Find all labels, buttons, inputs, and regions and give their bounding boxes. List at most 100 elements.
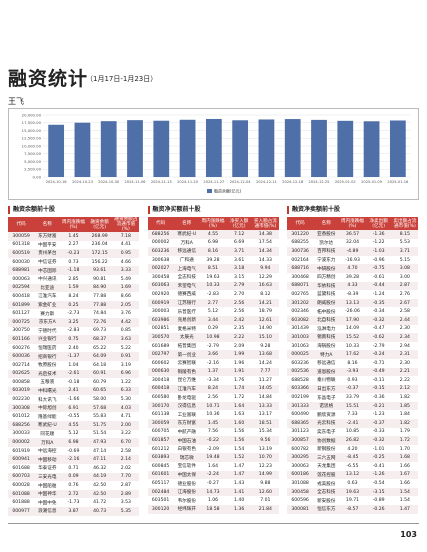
table-cell: 万科A	[180, 240, 193, 246]
table-cell: 300736	[287, 247, 314, 256]
table-cell: -8.39	[346, 291, 359, 297]
table-cell: -0.34	[372, 309, 385, 315]
table-cell: -0.24	[365, 350, 392, 359]
table-cell: 1.91	[226, 367, 253, 377]
table-cell: 600036	[8, 352, 35, 361]
table-cell: -0.35	[365, 298, 392, 308]
table-cell: 5.15	[399, 257, 410, 263]
y-tick-label: 5,000.00	[24, 159, 41, 164]
bar	[311, 119, 327, 177]
table-cell: 6.69	[234, 240, 245, 246]
table-cell: 2.34	[391, 333, 418, 342]
table-cell: -0.27	[207, 481, 219, 487]
table-cell: 000977	[8, 507, 35, 516]
table-cell: -1.26	[365, 470, 392, 480]
table-cell: 8.12	[260, 291, 271, 297]
table-cell: -2.16	[60, 455, 87, 465]
table-cell: 47.14	[93, 448, 107, 454]
table-cell: 2.41	[60, 386, 87, 396]
table-cell: 600703	[8, 472, 35, 482]
page-number: 103	[400, 530, 417, 539]
table-cell: 301333	[287, 401, 314, 411]
table-cell: -1.23	[372, 412, 385, 418]
table-cell: -8.57	[339, 505, 366, 514]
table-cell: 600030	[12, 259, 30, 265]
table-cell: 江淮汽车	[38, 294, 57, 300]
table-cell: 603366	[287, 384, 314, 394]
table-cell: 中研股份	[313, 264, 340, 273]
table-cell: -0.22	[199, 436, 227, 445]
table-cell: 1.72	[391, 436, 418, 445]
table-cell: 301003	[287, 333, 314, 342]
table-cell: 2.44	[391, 315, 418, 325]
x-tick-label: 2024-10-30	[98, 180, 120, 184]
table-cell: 14.90	[258, 326, 272, 332]
table-cell: 10.70	[252, 453, 279, 463]
x-tick-label: 2024-10-16	[46, 180, 68, 184]
table-cell: 688256	[147, 230, 174, 239]
x-tick-label: 2024-11-06	[125, 180, 147, 184]
table-cell: 莲花控股	[313, 470, 340, 480]
table-cell: 601138	[151, 412, 170, 418]
table-cell: 601688	[12, 465, 30, 471]
table-cell: 中兴通讯	[38, 277, 57, 283]
table-cell: 移远通信	[317, 361, 336, 367]
table-cell: 7.56	[207, 429, 219, 435]
table-cell: 招商银行	[34, 352, 61, 361]
table-cell: 10.98	[199, 333, 227, 342]
table-cell: 3.08	[391, 264, 418, 273]
table-cell: 天龙集团	[317, 464, 336, 470]
table-cell: -2.61	[60, 369, 87, 379]
table-cell: 1.47	[226, 470, 253, 480]
table-cell: 中国船舶	[38, 483, 57, 489]
table-cell: 14.34	[252, 247, 279, 256]
table-cell: -0.18	[67, 379, 80, 385]
table-cell: 1.60	[226, 419, 253, 428]
x-tick-label: 2025-01-16	[387, 180, 409, 184]
table-cell: 603236	[147, 247, 174, 256]
y-tick-label: 7,500.00	[24, 151, 41, 156]
table-cell: 21.84	[252, 505, 279, 514]
table-cell: 科大讯飞	[38, 397, 57, 403]
table-cell: 7.12	[226, 230, 253, 239]
table-cell: 0.76	[68, 483, 79, 489]
table-cell: 17.54	[258, 240, 272, 246]
table-cell: 14.33	[258, 257, 272, 263]
table-cell: 42.50	[93, 483, 107, 489]
table-cell: 光云科技	[313, 419, 340, 428]
table-cell: 中国中免	[38, 500, 57, 506]
table-title: 融资净买额前十股	[147, 206, 279, 214]
table-cell: 韦尔股份	[177, 498, 196, 504]
table-cell: 东方财富	[34, 232, 61, 241]
table-cell: 002765	[291, 291, 309, 297]
table-cell: 江海股份	[173, 487, 200, 497]
table-cell: 603236	[291, 360, 309, 366]
table-cell: -2.83	[207, 291, 219, 297]
table-cell: 昆仑万维	[177, 378, 196, 384]
table-cell: 12.61	[252, 315, 279, 325]
table-cell: 9.94	[252, 264, 279, 273]
table-cell: 1.85	[391, 401, 418, 411]
table-cell: 江淮汽车	[173, 384, 200, 394]
table-cell: 中芯国际	[34, 266, 61, 275]
table-cell: 14.99	[252, 470, 279, 480]
bar	[179, 119, 196, 177]
table-cell: 603082	[287, 315, 314, 325]
table-cell: -1.01	[372, 446, 385, 452]
table-cell: 4.20	[347, 446, 358, 452]
table-cell: 6.33	[112, 386, 139, 396]
table-cell: 2.40	[68, 345, 79, 351]
table-cell: -0.11	[372, 377, 385, 383]
column-header: 周内涨跌幅(%)	[339, 217, 366, 230]
x-tick-label: 2025-01-02	[335, 180, 356, 184]
bar	[100, 121, 117, 177]
table-cell: 002536	[287, 367, 314, 377]
table-cell: 58.00	[93, 397, 107, 403]
column-header: 代码	[8, 217, 35, 232]
table-cell: 600519	[8, 249, 35, 258]
table-cell: 600602	[151, 360, 170, 366]
table-cell: 3.19	[120, 362, 131, 368]
table-cell: 寒武纪-U	[173, 230, 200, 239]
x-tick-label: 2025-01-09	[361, 180, 383, 184]
